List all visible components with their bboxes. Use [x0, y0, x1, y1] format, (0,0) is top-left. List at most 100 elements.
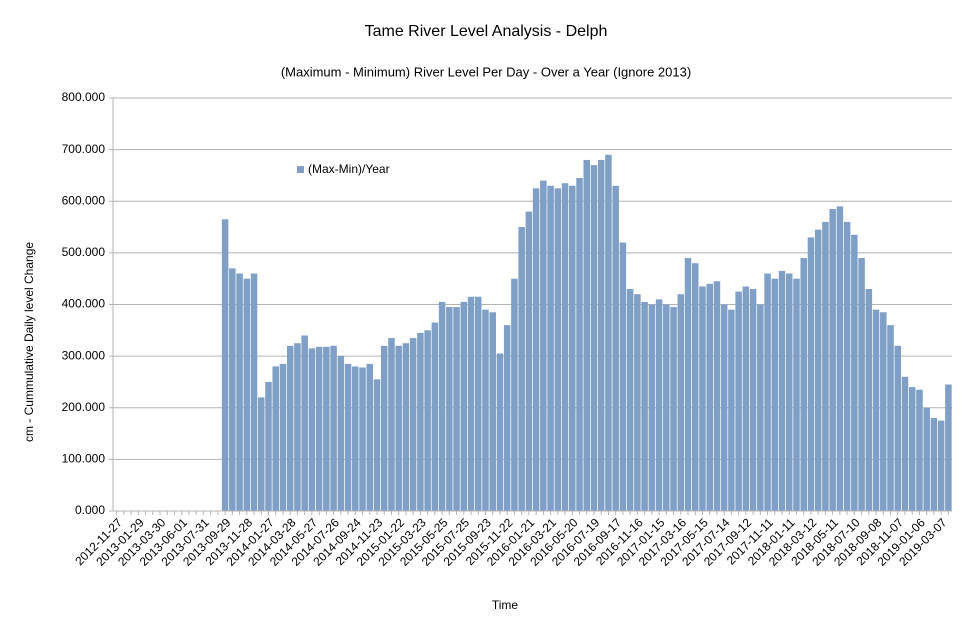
bar — [655, 299, 663, 511]
bar — [894, 345, 902, 511]
bar — [460, 301, 468, 511]
bar — [800, 258, 807, 511]
bar — [569, 185, 576, 511]
bar — [467, 296, 475, 511]
bar — [706, 283, 713, 511]
bar — [561, 183, 569, 511]
bar — [409, 338, 417, 511]
bar — [605, 154, 612, 511]
y-tick-label: 500.000 — [62, 245, 106, 259]
bar — [793, 278, 800, 511]
y-axis-title: cm - Cummulative Daily level Change — [22, 242, 36, 442]
bar — [272, 366, 279, 511]
bar — [699, 286, 706, 511]
bar — [258, 397, 265, 511]
bar — [684, 258, 692, 511]
bar — [764, 273, 771, 511]
chart-subtitle: (Maximum - Minimum) River Level Per Day … — [281, 64, 691, 79]
bar — [858, 258, 865, 511]
bar — [735, 291, 742, 511]
bar — [829, 208, 836, 511]
bar — [670, 307, 677, 511]
bar — [323, 346, 330, 511]
bar — [814, 229, 822, 512]
bar — [901, 376, 909, 511]
bar — [648, 304, 656, 511]
bar — [626, 289, 634, 511]
bar — [619, 242, 627, 512]
bar — [308, 348, 316, 511]
bar — [778, 270, 786, 511]
bar — [728, 309, 735, 511]
bar — [851, 234, 858, 511]
y-tick-label: 600.000 — [62, 193, 106, 207]
bar — [496, 353, 504, 511]
bar — [294, 343, 301, 511]
bar — [937, 420, 945, 511]
y-tick-label: 200.000 — [62, 400, 106, 414]
bar — [243, 278, 251, 511]
bar — [749, 289, 757, 511]
bar — [930, 418, 938, 511]
bar — [352, 366, 359, 511]
bar — [446, 307, 453, 511]
bar — [634, 294, 641, 511]
bar — [518, 227, 525, 511]
bar — [366, 363, 374, 511]
bar — [525, 211, 533, 511]
bar — [438, 301, 446, 511]
y-tick-label: 700.000 — [62, 142, 106, 156]
bar — [250, 273, 258, 511]
bar — [641, 301, 648, 511]
legend-swatch — [297, 166, 304, 173]
bar — [720, 304, 728, 511]
bar — [945, 384, 952, 511]
bar — [742, 286, 750, 511]
bar — [576, 178, 583, 512]
bar — [380, 345, 388, 511]
bar — [402, 343, 410, 511]
bar — [359, 367, 366, 511]
bar — [677, 294, 685, 511]
bar — [482, 309, 489, 511]
bar — [865, 289, 873, 511]
bar — [532, 188, 540, 511]
bar — [373, 379, 381, 511]
bar — [489, 312, 496, 511]
bar — [474, 296, 482, 511]
bar — [279, 363, 287, 511]
x-axis-title: Time — [492, 598, 519, 612]
bar — [757, 304, 764, 511]
bar — [453, 307, 460, 511]
bar — [612, 185, 619, 511]
bar — [315, 346, 323, 511]
bar — [286, 345, 294, 511]
bar — [872, 309, 880, 511]
chart-title: Tame River Level Analysis - Delph — [365, 23, 608, 40]
bar — [713, 281, 721, 511]
bar — [843, 221, 851, 511]
bar — [786, 273, 793, 511]
bar — [554, 188, 562, 511]
bar — [511, 278, 518, 511]
bar — [540, 180, 547, 511]
bar — [301, 335, 308, 511]
bar — [880, 312, 887, 511]
bar — [663, 304, 670, 511]
bar — [417, 332, 424, 511]
bar — [908, 387, 916, 511]
bar — [771, 278, 779, 511]
bar — [597, 159, 605, 511]
y-tick-label: 0.000 — [75, 503, 105, 517]
bar — [583, 159, 591, 511]
bar — [395, 345, 402, 511]
y-tick-label: 100.000 — [62, 452, 106, 466]
bar — [916, 389, 923, 511]
bar — [807, 237, 815, 511]
bar — [388, 338, 395, 511]
bar — [503, 325, 511, 511]
legend-label: (Max-Min)/Year — [308, 162, 390, 176]
bar — [229, 268, 236, 511]
y-tick-label: 400.000 — [62, 297, 106, 311]
